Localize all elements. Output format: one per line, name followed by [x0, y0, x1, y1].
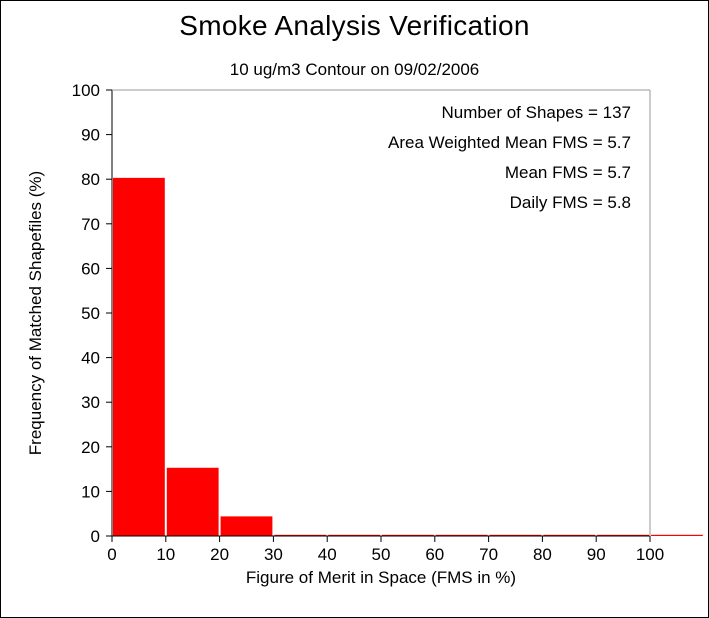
- stats-annotations: Number of Shapes = 137 Area Weighted Mea…: [388, 98, 631, 218]
- y-tick-label: 90: [81, 126, 100, 145]
- x-tick-label: 70: [479, 545, 498, 564]
- x-tick-label: 40: [318, 545, 337, 564]
- histogram-bar-70-80: [489, 534, 542, 536]
- y-tick-label: 50: [81, 304, 100, 323]
- histogram-bar-50-60: [382, 534, 434, 536]
- annotation-daily-fms: Daily FMS = 5.8: [509, 193, 631, 212]
- y-tick-label: 70: [81, 215, 100, 234]
- chart-title: Smoke Analysis Verification: [179, 10, 530, 41]
- y-tick-label: 0: [91, 527, 100, 546]
- annotation-area-weighted-mean: Area Weighted Mean FMS = 5.7: [387, 133, 631, 152]
- y-axis-label: Frequency of Matched Shapefiles (%): [26, 170, 45, 456]
- x-tick-label: 100: [636, 545, 664, 564]
- x-tick-label: 80: [533, 545, 552, 564]
- histogram-bar-40-50: [328, 534, 380, 536]
- x-tick-label: 90: [587, 545, 606, 564]
- histogram-bar-80-90: [543, 534, 596, 536]
- x-tick-label: 60: [425, 545, 444, 564]
- y-tick-label: 60: [81, 259, 100, 278]
- y-tick-label: 30: [81, 393, 100, 412]
- x-tick-label: 10: [156, 545, 175, 564]
- histogram-bar-0-10: [113, 177, 165, 536]
- y-tick-label: 10: [81, 482, 100, 501]
- chart-subtitle: 10 ug/m3 Contour on 09/02/2006: [229, 60, 480, 79]
- histogram-bar-100-110: [651, 534, 703, 536]
- histogram-bar-90-100: [597, 534, 649, 536]
- x-tick-label: 30: [264, 545, 283, 564]
- y-tick-label: 40: [81, 349, 100, 368]
- histogram-bar-30-40: [274, 534, 327, 536]
- histogram-bar-10-20: [166, 467, 219, 536]
- histogram-bar-60-70: [435, 534, 488, 536]
- histogram-bar-20-30: [220, 516, 273, 536]
- y-tick-label: 20: [81, 438, 100, 457]
- annotation-mean-fms: Mean FMS = 5.7: [504, 163, 631, 182]
- x-tick-label: 50: [372, 545, 391, 564]
- annotation-number-of-shapes: Number of Shapes = 137: [441, 103, 631, 122]
- y-tick-label: 80: [81, 170, 100, 189]
- x-tick-label: 0: [107, 545, 116, 564]
- x-tick-label: 20: [210, 545, 229, 564]
- y-tick-label: 100: [72, 81, 100, 100]
- x-axis-label: Figure of Merit in Space (FMS in %): [245, 568, 517, 587]
